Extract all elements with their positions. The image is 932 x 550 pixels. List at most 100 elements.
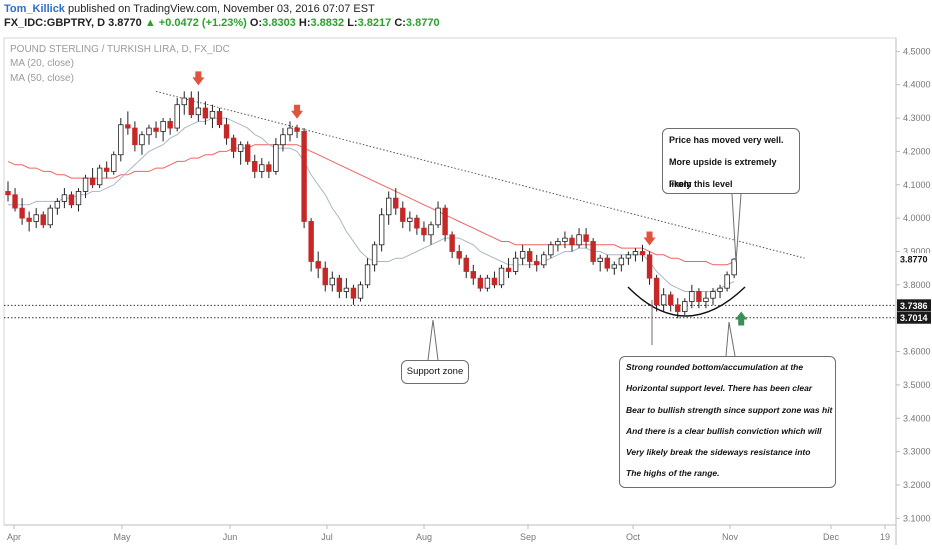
candle-body (378, 214, 385, 246)
candle-body (710, 291, 716, 299)
candle (82, 174, 89, 199)
candle (216, 108, 223, 129)
candle-body (153, 127, 159, 132)
callout-rounded-bottom: Strong rounded bottom/accumulation at th… (619, 356, 836, 488)
y-tick-label: 4.2000 (903, 146, 931, 156)
price-label-box (897, 311, 931, 324)
callout-line: The highs of the range. (626, 468, 720, 479)
candle (597, 254, 603, 272)
candle (378, 208, 385, 252)
candle-body (350, 287, 357, 299)
candle (308, 218, 314, 272)
low-label: L: (347, 17, 358, 29)
candle-body (449, 234, 455, 252)
callout-price-moved: Price has moved very well. More upside i… (662, 128, 800, 194)
candle (12, 188, 18, 212)
candle (527, 248, 533, 269)
candle-body (611, 264, 617, 269)
candle-body (223, 124, 230, 139)
callout-line: Bear to bullish strength since support z… (626, 404, 833, 415)
candle (421, 221, 427, 242)
candle (266, 161, 272, 179)
high-value: 3.8832 (310, 17, 345, 29)
candle-body (597, 257, 603, 262)
candle (315, 251, 321, 279)
candle (146, 124, 152, 145)
y-tick-label: 3.8000 (903, 280, 931, 290)
candle (400, 201, 406, 229)
candle (710, 288, 716, 305)
candle (555, 238, 561, 252)
candle (498, 264, 505, 289)
x-tick-label: Apr (7, 532, 21, 542)
rounded-bottom-arc (627, 286, 746, 317)
candle (632, 248, 639, 262)
candle-body (47, 207, 53, 226)
candle (689, 284, 695, 309)
callout-line: Very likely break the sideways resistanc… (626, 447, 811, 458)
high-label: H: (298, 17, 311, 29)
candle-body (590, 241, 596, 262)
candle-body (400, 207, 406, 222)
sell-arrow-icon (291, 104, 304, 119)
candle-body (160, 120, 166, 132)
candle-body (696, 291, 702, 302)
candle-body (604, 257, 610, 269)
candle (414, 214, 420, 235)
candle-body (653, 277, 660, 306)
candle (569, 234, 575, 252)
candle-body (75, 191, 82, 206)
y-tick-label: 3.2000 (903, 480, 931, 490)
candle (371, 241, 378, 272)
change-up-icon: ▲ (144, 17, 156, 29)
candle-body (541, 254, 547, 266)
candle (576, 228, 582, 249)
x-tick-label: Dec (823, 532, 840, 542)
candle (428, 221, 434, 245)
candle (329, 271, 335, 292)
candle-body (703, 297, 709, 302)
candle-body (385, 197, 392, 216)
candle (252, 154, 258, 179)
candle-body (364, 264, 371, 286)
candle-body (548, 244, 554, 256)
candle (449, 231, 455, 259)
candle-body (562, 237, 568, 242)
candle (202, 101, 209, 125)
candle-body (414, 217, 420, 229)
close-label: C: (394, 17, 406, 29)
x-tick-label: May (113, 532, 131, 542)
author-link[interactable]: Tom_Killick (4, 3, 65, 15)
candle (696, 288, 702, 309)
ma50-legend[interactable]: MA (50, close) (10, 73, 74, 84)
candle-body (188, 97, 194, 116)
candle-body (646, 254, 653, 279)
candle (273, 138, 279, 175)
callout-line: And there is a clear bullish conviction … (626, 425, 822, 436)
candle-body (61, 194, 68, 202)
callout-line: From this level (669, 179, 733, 189)
candle-body (181, 97, 187, 106)
candle-body (96, 167, 103, 186)
candle-body (26, 217, 32, 222)
ma20-legend[interactable]: MA (20, close) (10, 58, 74, 69)
candle (548, 241, 554, 259)
candle (703, 291, 709, 309)
publish-info: Tom_Killick published on TradingView.com… (4, 3, 375, 15)
candle-body (717, 287, 723, 292)
candle-body (632, 251, 639, 256)
candle-body (456, 251, 462, 259)
candle-body (259, 164, 265, 172)
candle (26, 211, 32, 232)
candle (646, 251, 653, 285)
y-tick-label: 3.6000 (903, 347, 931, 357)
last-price-box (897, 253, 931, 266)
candle-body (216, 110, 223, 126)
candle-body (421, 227, 427, 236)
candle-body (668, 294, 674, 306)
candle (639, 244, 646, 262)
candle (244, 141, 251, 165)
price-label-text: 3.7386 (900, 301, 928, 311)
candle-body (125, 124, 131, 129)
